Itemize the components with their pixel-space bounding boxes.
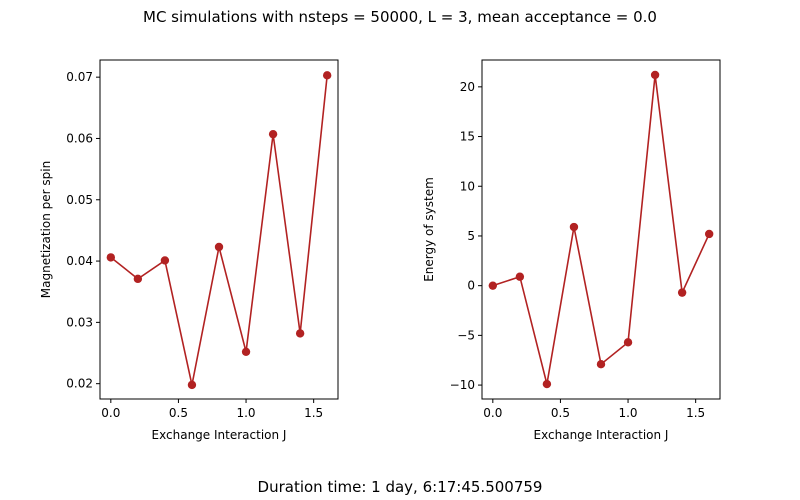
data-point bbox=[106, 253, 116, 262]
energy-plot: 0.0 0.5 1.0 1.5 −10 −5 0 5 10 15 20 Exchange Intera… bbox=[422, 59, 721, 442]
x-tick-label: 0.0 bbox=[483, 406, 502, 420]
data-point bbox=[623, 338, 633, 347]
series-line bbox=[492, 74, 710, 385]
data-point bbox=[241, 347, 251, 356]
y-tick-label: 0.07 bbox=[66, 70, 93, 84]
x-tick-label: 1.0 bbox=[618, 406, 637, 420]
plot-frame bbox=[99, 59, 339, 400]
data-point bbox=[133, 274, 143, 284]
figure-title: MC simulations with nsteps = 50000, L = … bbox=[143, 8, 657, 26]
data-point bbox=[214, 242, 224, 252]
data-point bbox=[704, 229, 714, 239]
data-point bbox=[515, 272, 525, 281]
y-tick-label: 0.06 bbox=[66, 131, 93, 145]
y-tick-label: 0 bbox=[467, 279, 475, 293]
x-axis-label: Exchange Interaction J bbox=[152, 428, 287, 442]
y-tick-label: −10 bbox=[450, 378, 475, 392]
y-tick-label: 15 bbox=[460, 130, 475, 144]
y-axis-label: Energy of system bbox=[422, 177, 436, 282]
data-point bbox=[650, 70, 660, 80]
x-tick-label: 1.5 bbox=[304, 406, 323, 420]
y-tick-label: 0.04 bbox=[66, 254, 93, 268]
data-point bbox=[322, 71, 332, 80]
x-tick-label: 1.5 bbox=[686, 406, 705, 420]
data-point bbox=[187, 380, 197, 390]
y-tick-label: 5 bbox=[467, 229, 475, 243]
x-tick-label: 0.0 bbox=[101, 406, 120, 420]
data-point bbox=[268, 129, 278, 139]
plot-frame bbox=[481, 59, 721, 400]
data-point bbox=[542, 379, 552, 389]
data-point bbox=[596, 360, 606, 369]
x-tick-label: 0.5 bbox=[169, 406, 188, 420]
duration-footer: Duration time: 1 day, 6:17:45.500759 bbox=[258, 478, 543, 496]
data-point bbox=[160, 256, 170, 265]
y-tick-label: 10 bbox=[460, 179, 475, 193]
y-axis-label: Magnetization per spin bbox=[39, 161, 53, 298]
data-point bbox=[677, 288, 687, 297]
y-tick-label: 20 bbox=[460, 80, 475, 94]
data-point bbox=[569, 222, 579, 232]
magnetization-plot: 0.0 0.5 1.0 1.5 0.02 0.03 0.04 0.05 0.06 0.07 Exch… bbox=[39, 59, 339, 442]
y-tick-label: 0.02 bbox=[66, 377, 93, 391]
data-point bbox=[295, 329, 305, 338]
y-tick-label: 0.03 bbox=[66, 315, 93, 329]
x-tick-label: 0.5 bbox=[551, 406, 570, 420]
series-line bbox=[110, 75, 328, 386]
data-point bbox=[488, 281, 498, 290]
x-axis-label: Exchange Interaction J bbox=[534, 428, 669, 442]
x-tick-label: 1.0 bbox=[236, 406, 255, 420]
y-tick-label: −5 bbox=[457, 328, 475, 342]
y-tick-label: 0.05 bbox=[66, 193, 93, 207]
